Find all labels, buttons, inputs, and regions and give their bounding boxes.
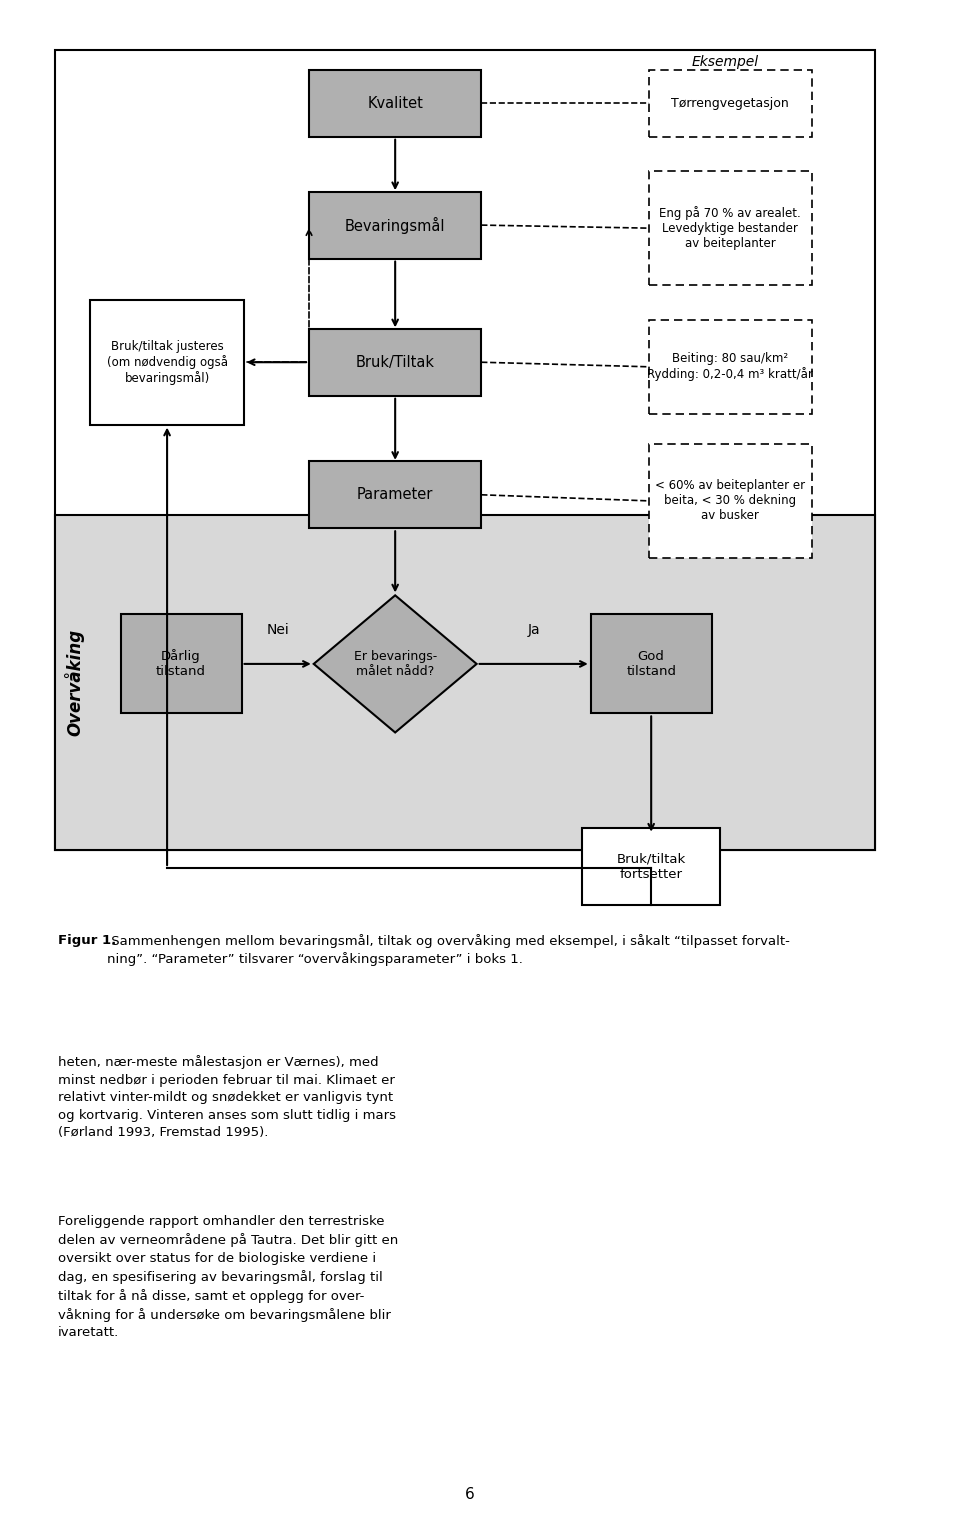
- FancyBboxPatch shape: [309, 461, 481, 529]
- FancyBboxPatch shape: [590, 614, 711, 714]
- FancyBboxPatch shape: [309, 329, 481, 395]
- FancyBboxPatch shape: [649, 320, 812, 414]
- Text: Eng på 70 % av arealet.
Levedyktige bestander
av beiteplanter: Eng på 70 % av arealet. Levedyktige best…: [660, 207, 802, 250]
- FancyBboxPatch shape: [90, 300, 244, 424]
- Text: heten, nær-meste målestasjon er Værnes), med
minst nedbør i perioden februar til: heten, nær-meste målestasjon er Værnes),…: [59, 1056, 396, 1140]
- Text: Ja: Ja: [527, 624, 540, 637]
- Text: Sammenhengen mellom bevaringsmål, tiltak og overvåking med eksempel, i såkalt “t: Sammenhengen mellom bevaringsmål, tiltak…: [107, 933, 789, 967]
- Text: Tørrengvegetasjon: Tørrengvegetasjon: [671, 97, 789, 110]
- FancyBboxPatch shape: [121, 614, 242, 714]
- Text: God
tilstand: God tilstand: [626, 650, 676, 679]
- Text: Parameter: Parameter: [357, 487, 433, 502]
- Text: Bruk/Tiltak: Bruk/Tiltak: [355, 355, 435, 369]
- Text: < 60% av beiteplanter er
beita, < 30 % dekning
av busker: < 60% av beiteplanter er beita, < 30 % d…: [656, 480, 805, 522]
- FancyBboxPatch shape: [583, 829, 720, 905]
- Text: Foreliggende rapport omhandler den terrestriske
delen av verneområdene på Tautra: Foreliggende rapport omhandler den terre…: [59, 1215, 398, 1339]
- Text: Bruk/tiltak justeres
(om nødvendig også
bevaringsmål): Bruk/tiltak justeres (om nødvendig også …: [107, 340, 228, 385]
- Text: Bruk/tiltak
fortsetter: Bruk/tiltak fortsetter: [616, 853, 685, 881]
- FancyBboxPatch shape: [649, 444, 812, 558]
- Polygon shape: [314, 596, 476, 732]
- Text: Nei: Nei: [266, 624, 289, 637]
- FancyBboxPatch shape: [309, 192, 481, 259]
- Text: Kvalitet: Kvalitet: [368, 95, 423, 110]
- Text: Figur 1.: Figur 1.: [59, 933, 116, 947]
- Text: 6: 6: [465, 1488, 474, 1501]
- Text: Eksempel: Eksempel: [692, 55, 759, 69]
- FancyBboxPatch shape: [649, 172, 812, 285]
- Text: Beiting: 80 sau/km²
Rydding: 0,2-0,4 m³ kratt/år: Beiting: 80 sau/km² Rydding: 0,2-0,4 m³ …: [647, 352, 813, 381]
- Text: Bevaringsmål: Bevaringsmål: [345, 216, 445, 233]
- Text: Overvåking: Overvåking: [64, 628, 84, 735]
- FancyBboxPatch shape: [56, 515, 875, 850]
- FancyBboxPatch shape: [309, 69, 481, 136]
- FancyBboxPatch shape: [649, 69, 812, 136]
- Text: Er bevarings-
målet nådd?: Er bevarings- målet nådd?: [353, 650, 437, 679]
- Text: Dårlig
tilstand: Dårlig tilstand: [156, 650, 206, 679]
